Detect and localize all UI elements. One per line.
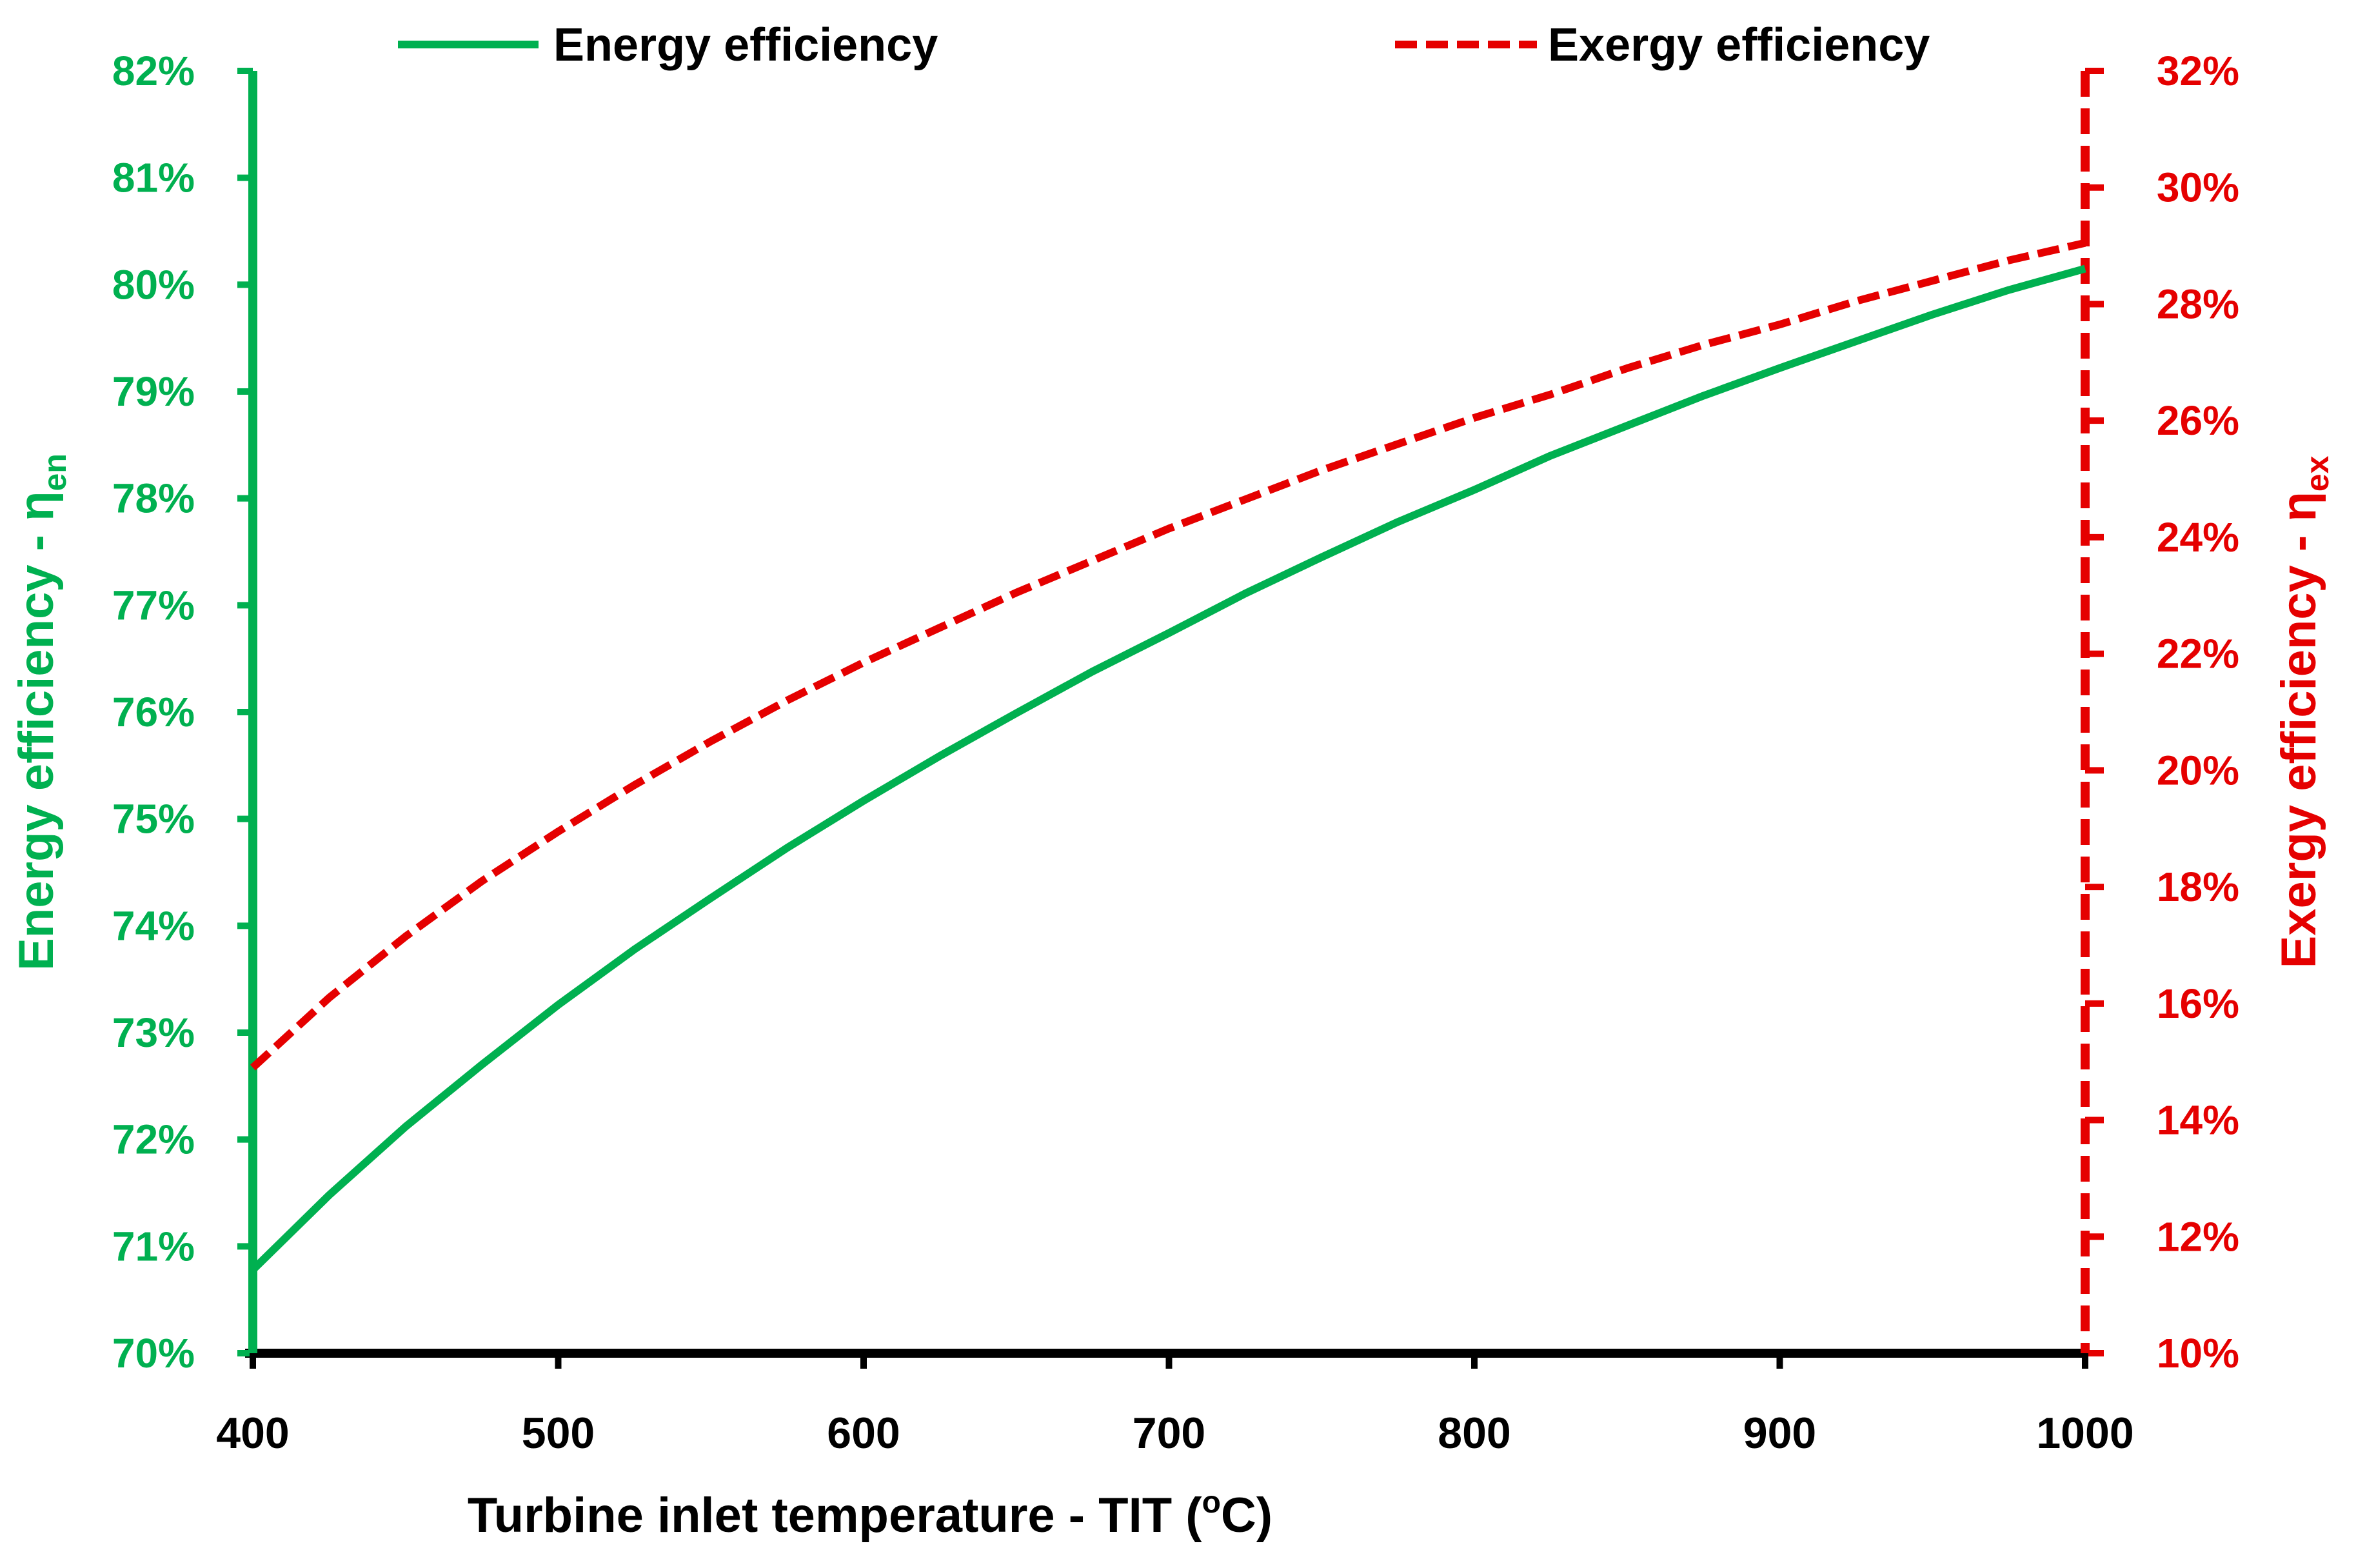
x-tick-label: 700 [1133,1409,1205,1458]
x-axis-title-end: C) [1221,1488,1272,1543]
x-tick-label: 600 [827,1409,900,1458]
series-line-energy [250,264,2086,1273]
right-axis-title-main: Exergy efficiency - η [2272,491,2326,968]
legend: Energy efficiency Exergy efficiency [398,19,1930,71]
left-axis-title-main: Energy efficiency - η [9,491,64,971]
left-tick-label: 82% [112,48,195,94]
x-tick-label: 1000 [2036,1409,2133,1458]
x-axis-title: Turbine inlet temperature - TIT (oC) [468,1485,1272,1543]
x-axis-title-main: Turbine inlet temperature - TIT ( [468,1488,1202,1543]
left-tick-label: 70% [112,1330,195,1376]
left-tick-label: 75% [112,796,195,842]
right-tick-label: 24% [2157,514,2239,561]
left-tick-label: 73% [112,1009,195,1056]
right-tick-label: 32% [2157,48,2239,94]
left-tick-label: 76% [112,689,195,735]
right-axis-title-sub: ex [2299,455,2335,491]
left-axis-ticks: 70% 71% 72% 73% 74% 75% 76% 77% 78% 79% 80% 81% 82% [112,48,253,1376]
right-tick-label: 16% [2157,980,2239,1027]
left-tick-label: 81% [112,155,195,201]
left-axis-title: Energy efficiency - ηen [9,453,73,971]
right-tick-label: 30% [2157,164,2239,211]
left-tick-label: 72% [112,1116,195,1163]
series-line-exergy [250,239,2086,1071]
right-tick-label: 10% [2157,1330,2239,1376]
right-tick-label: 22% [2157,631,2239,677]
x-axis-title-sup: o [1202,1485,1221,1520]
right-tick-label: 20% [2157,747,2239,793]
right-axis-ticks: 10% 12% 14% 16% 18% 20% 22% 24% 26% 28% 30% 32% [2085,48,2239,1376]
left-tick-label: 80% [112,261,195,308]
axes [245,71,2090,1358]
series-layer [250,239,2086,1273]
left-axis-title-sub: en [37,453,73,491]
right-tick-label: 26% [2157,397,2239,444]
x-tick-label: 400 [216,1409,289,1458]
x-axis-ticks: 400 500 600 700 800 900 1000 [216,1353,2134,1458]
right-tick-label: 12% [2157,1213,2239,1260]
right-tick-label: 28% [2157,281,2239,327]
legend-label-exergy: Exergy efficiency [1548,19,1930,71]
x-tick-label: 900 [1743,1409,1816,1458]
right-tick-label: 18% [2157,864,2239,910]
left-tick-label: 71% [112,1223,195,1269]
right-axis-title: Exergy efficiency - ηex [2272,455,2335,968]
x-tick-label: 500 [522,1409,595,1458]
x-tick-label: 800 [1438,1409,1510,1458]
legend-label-energy: Energy efficiency [553,19,938,71]
left-tick-label: 77% [112,582,195,628]
left-tick-label: 78% [112,475,195,522]
left-tick-label: 74% [112,902,195,949]
right-tick-label: 14% [2157,1097,2239,1144]
left-tick-label: 79% [112,368,195,415]
